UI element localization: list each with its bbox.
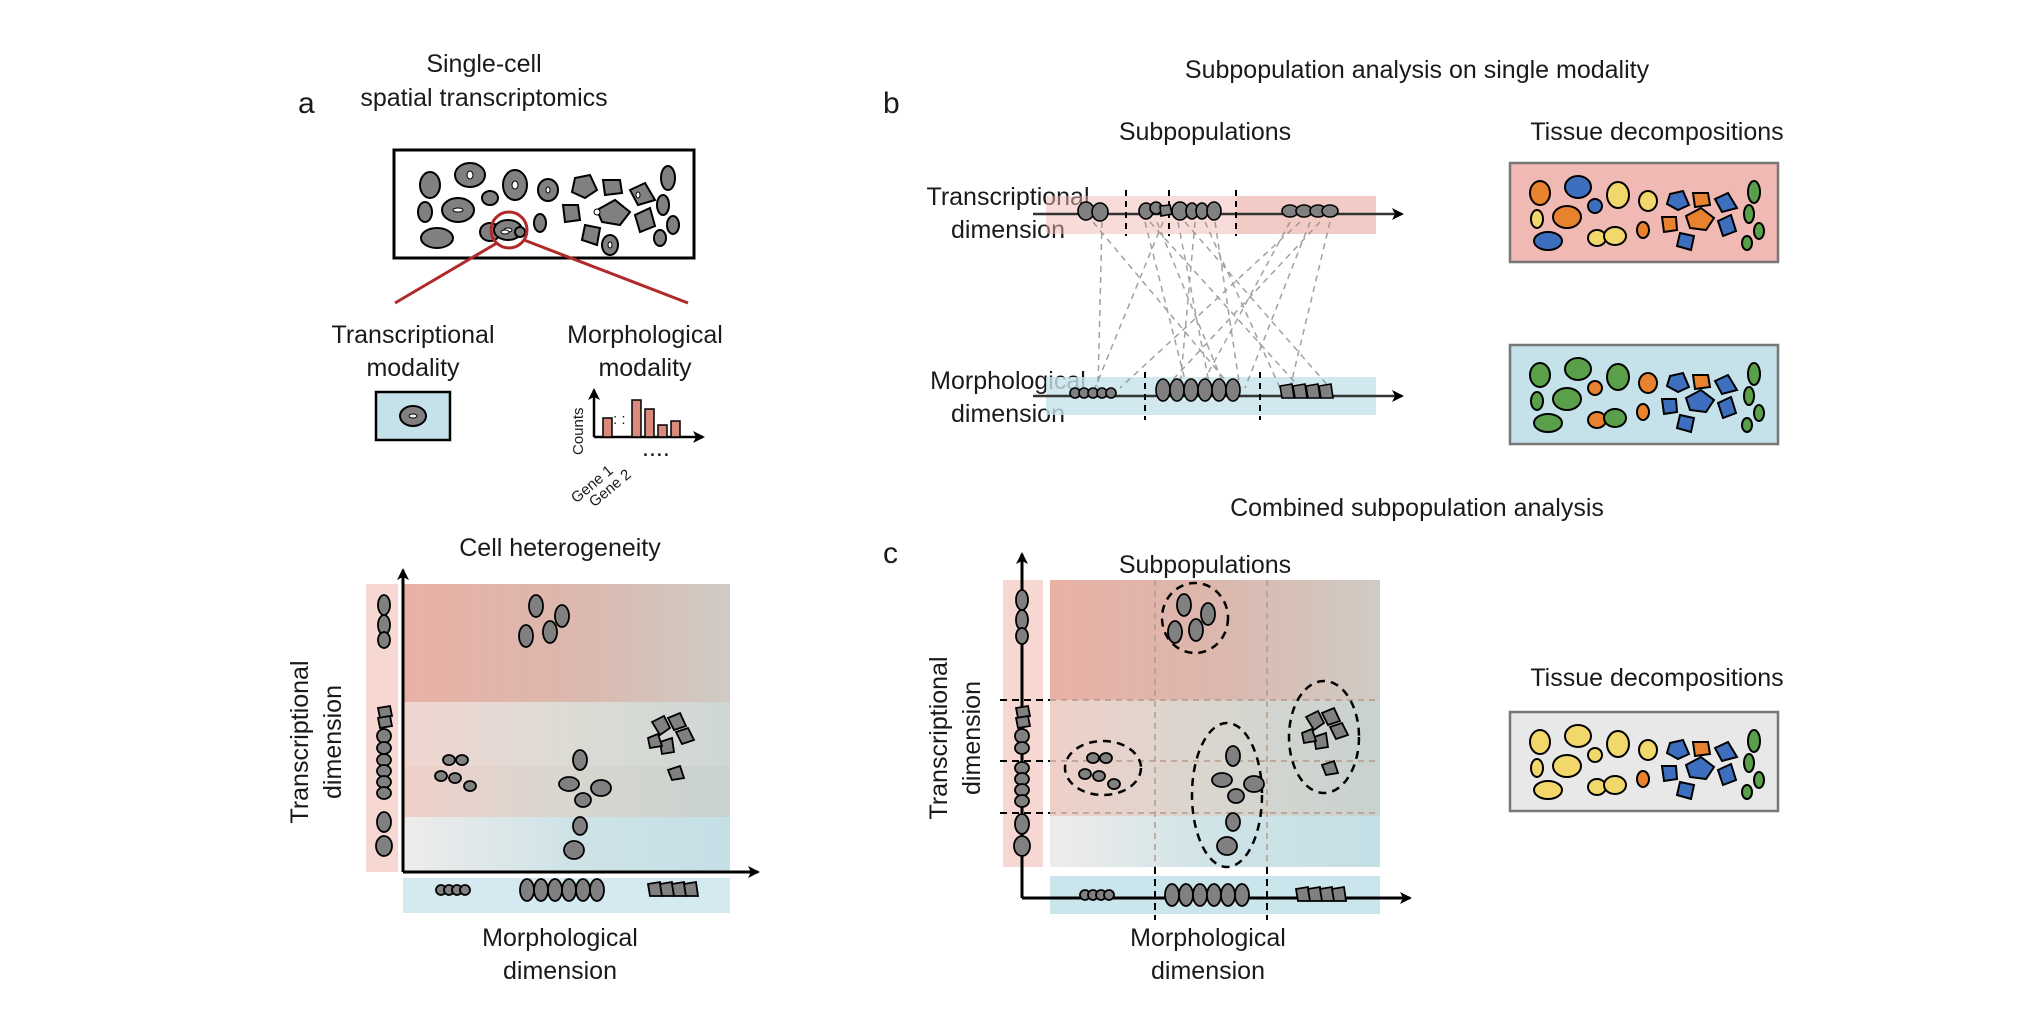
panel-a: a Single-cell spatial transcriptomics [286,50,760,985]
b-transcriptional-cells [1077,201,1339,222]
a-y-projection-cells [375,594,394,857]
c-y-label-line1: Transcriptional [925,656,953,819]
heterogeneity-title: Cell heterogeneity [459,534,661,562]
c-x-label-line1: Morphological [1130,924,1286,952]
c-tissue-combined-cells [1529,724,1765,801]
hist-dots-inner: : : [613,411,626,428]
b-subpop-heading: Subpopulations [1119,118,1291,146]
a-y-label-line2: dimension [319,685,347,799]
callout-line-right [523,238,689,305]
panel-a-title-line2: spatial transcriptomics [360,84,607,112]
callout-circle [489,210,529,250]
c-cluster-outlines [1063,581,1361,869]
a-x-label-line2: dimension [503,957,617,985]
panel-b-letter: b [883,87,900,120]
morphological-modality-line2: modality [598,354,692,382]
b-tissue-morphological-cells [1529,357,1765,434]
c-grid [1003,580,1380,914]
panel-a-letter: a [298,87,315,120]
b-tissue-heading: Tissue decompositions [1530,118,1783,146]
c-y-projection-cells [1013,589,1032,857]
b-morphological-dividers [1144,372,1261,420]
tissue-nuclei [452,170,641,249]
panel-b: b Subpopulation analysis on single modal… [883,56,1784,446]
transcriptional-modality-line1: Transcriptional [331,321,494,349]
c-subpop-heading: Subpopulations [1119,551,1291,579]
hist-dots: .... [642,434,670,462]
c-y-label-line2: dimension [958,681,986,795]
a-x-projection-cells [435,878,700,902]
panel-c-title: Combined subpopulation analysis [1230,494,1604,522]
hist-ylabel: Counts [570,407,587,455]
tissue-cells [417,162,680,256]
single-cell-nucleus [408,413,418,419]
c-axis-dividers [1000,699,1268,920]
a-y-label-line1: Transcriptional [286,660,314,823]
b-row2-line2: dimension [951,400,1065,428]
c-tissue-heading: Tissue decompositions [1530,664,1783,692]
c-grid-cells [1078,593,1350,856]
panel-b-title: Subpopulation analysis on single modalit… [1185,56,1650,84]
b-row1-line2: dimension [951,216,1065,244]
gene-count-histogram: : : Counts Gene 1 Gene 2 .... [568,388,705,511]
single-cell-box [374,390,452,442]
b-tissue-transcriptional-cells [1529,175,1765,252]
panel-a-title-line1: Single-cell [426,50,541,78]
panel-c-letter: c [883,537,898,570]
transcriptional-modality-line2: modality [366,354,460,382]
c-x-projection-cells [1079,883,1348,907]
c-x-label-line2: dimension [1151,957,1265,985]
panel-c: c Combined subpopulation analysis Subpop… [883,494,1784,985]
callout-line-left [394,241,498,305]
b-cell-correspondence-lines [1092,221,1331,389]
morphological-modality-line1: Morphological [567,321,723,349]
a-grid-cells [434,594,696,860]
b-morphological-cells [1069,378,1334,402]
a-x-label-line1: Morphological [482,924,638,952]
